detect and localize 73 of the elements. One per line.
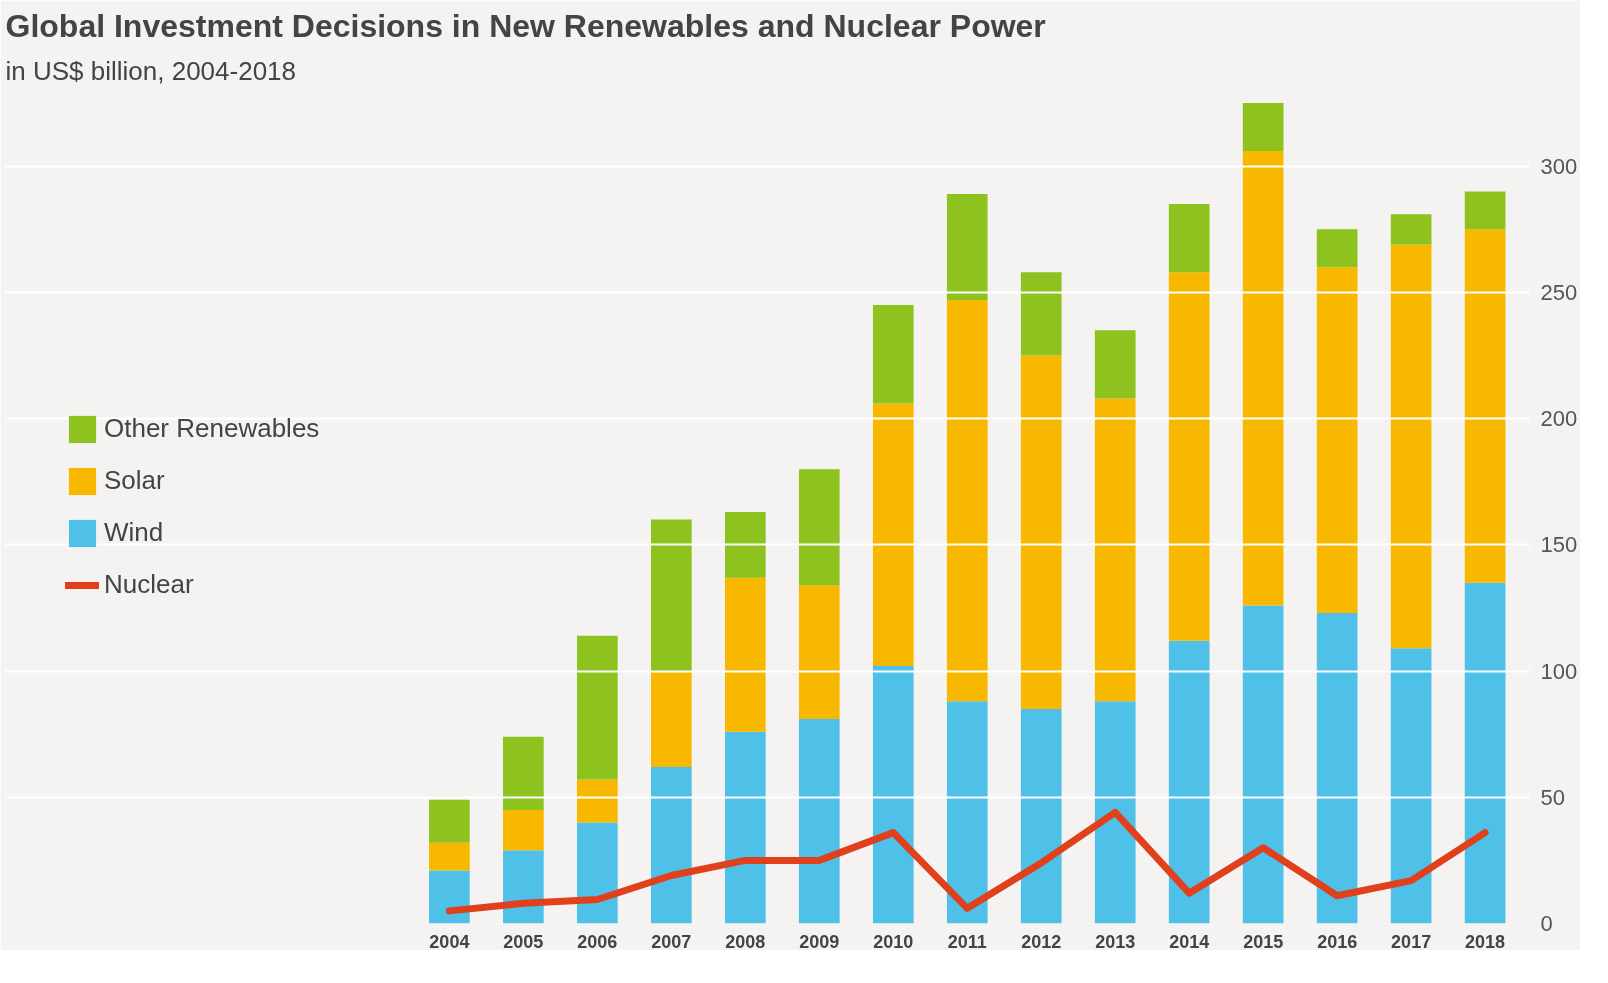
bar [1464, 191, 1506, 230]
x-tick-label: 2014 [1169, 931, 1210, 952]
x-tick-label: 2012 [1021, 931, 1062, 952]
chart-title: Global Investment Decisions in New Renewables and Nuclear Power [5, 7, 1046, 44]
bar [1094, 330, 1136, 399]
x-tick-label: 2007 [651, 931, 692, 952]
x-tick-label: 2017 [1391, 931, 1432, 952]
y-tick-label: 0 [1540, 911, 1553, 936]
bar [1094, 398, 1136, 702]
x-tick-label: 2005 [503, 931, 544, 952]
bar [1020, 708, 1062, 924]
bar [503, 736, 544, 810]
bar [724, 731, 766, 924]
bar [798, 469, 840, 586]
bar [1390, 214, 1432, 245]
bar [650, 767, 692, 924]
x-tick-label: 2006 [577, 931, 618, 952]
bar [1168, 272, 1210, 641]
bar [946, 300, 988, 702]
bar [1390, 244, 1432, 649]
legend-label: Other Renewables [104, 413, 320, 444]
bar [1464, 582, 1506, 924]
bar [1168, 640, 1210, 924]
x-tick-label: 2018 [1465, 931, 1506, 952]
bar [1242, 103, 1284, 152]
bar [1094, 701, 1136, 924]
bar [429, 870, 470, 924]
bar [1242, 151, 1284, 606]
bar [1316, 229, 1358, 268]
x-tick-label: 2016 [1317, 931, 1358, 952]
bar [724, 577, 766, 732]
bar [1168, 204, 1210, 273]
bar [1316, 613, 1358, 924]
bar [1020, 272, 1062, 356]
x-tick-label: 2009 [799, 931, 840, 952]
bar [946, 701, 988, 924]
bar [1464, 229, 1506, 583]
x-tick-label: 2015 [1243, 931, 1284, 952]
x-tick-label: 2008 [725, 931, 766, 952]
bar [1242, 605, 1284, 924]
bar [577, 822, 618, 924]
bar [872, 666, 914, 924]
y-tick-label: 100 [1540, 658, 1578, 684]
bar [724, 512, 766, 578]
bar [650, 519, 692, 672]
bar [503, 850, 544, 924]
x-tick-label: 2013 [1095, 931, 1136, 952]
bar [1020, 355, 1062, 709]
y-tick-label: 150 [1540, 532, 1578, 558]
bar [872, 403, 914, 667]
bar [872, 305, 914, 404]
x-tick-label: 2004 [429, 931, 470, 952]
text: in US$ billion, 2004-2018 [5, 55, 297, 86]
bar [429, 799, 470, 843]
y-tick-label: 200 [1540, 406, 1578, 432]
y-tick-label: 250 [1540, 279, 1578, 305]
bar [946, 193, 988, 301]
bar [798, 719, 840, 924]
y-tick-label: 300 [1540, 153, 1578, 179]
bar [1316, 267, 1358, 614]
legend-label: Wind [104, 517, 164, 548]
legend-label: Nuclear [104, 569, 194, 600]
x-tick-label: 2011 [947, 931, 987, 952]
x-tick-label: 2010 [873, 931, 914, 952]
legend-label: Solar [104, 465, 165, 496]
bar [577, 635, 618, 780]
bar [429, 842, 470, 871]
bar [577, 779, 618, 823]
bar [503, 809, 544, 851]
bar [798, 585, 840, 720]
bar [650, 671, 692, 767]
y-tick-label: 50 [1540, 784, 1565, 810]
bar [1390, 648, 1432, 924]
